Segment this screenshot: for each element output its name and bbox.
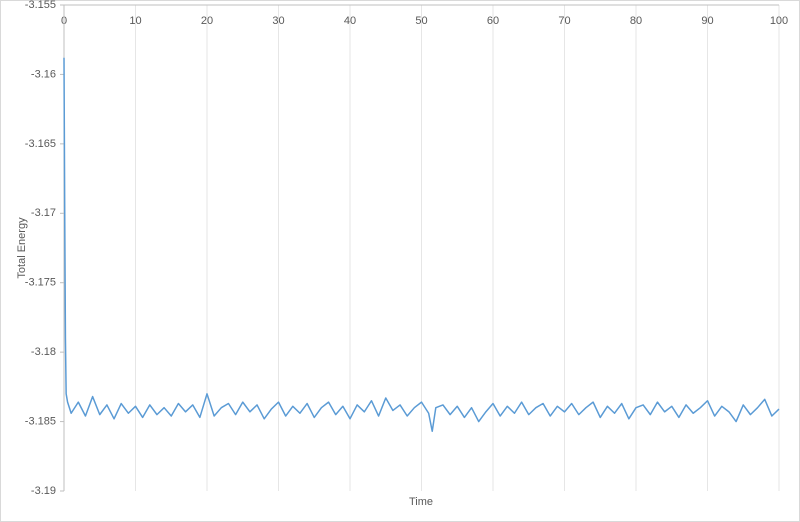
y-tick-label: -3.18 bbox=[31, 346, 56, 358]
y-tick-label: -3.165 bbox=[25, 138, 56, 150]
x-tick-label: 70 bbox=[558, 15, 570, 27]
x-tick-label: 40 bbox=[344, 15, 356, 27]
x-tick-label: 10 bbox=[129, 15, 141, 27]
y-axis-title: Total Energy bbox=[16, 217, 28, 279]
y-tick-label: -3.16 bbox=[31, 68, 56, 80]
y-tick-label: -3.17 bbox=[31, 207, 56, 219]
data-line bbox=[63, 57, 780, 433]
x-tick-label: 30 bbox=[272, 15, 284, 27]
y-tick-label: -3.175 bbox=[25, 277, 56, 289]
x-tick-label: 80 bbox=[630, 15, 642, 27]
x-tick-label: 60 bbox=[487, 15, 499, 27]
x-tick-label: 20 bbox=[201, 15, 213, 27]
x-axis-title: Time bbox=[409, 496, 433, 508]
x-tick-label: 100 bbox=[770, 15, 788, 27]
y-tick-label: -3.19 bbox=[31, 485, 56, 497]
y-tick-label: -3.185 bbox=[25, 415, 56, 427]
y-tick-label: -3.155 bbox=[25, 0, 56, 11]
x-tick-label: 50 bbox=[415, 15, 427, 27]
x-tick-label: 90 bbox=[701, 15, 713, 27]
